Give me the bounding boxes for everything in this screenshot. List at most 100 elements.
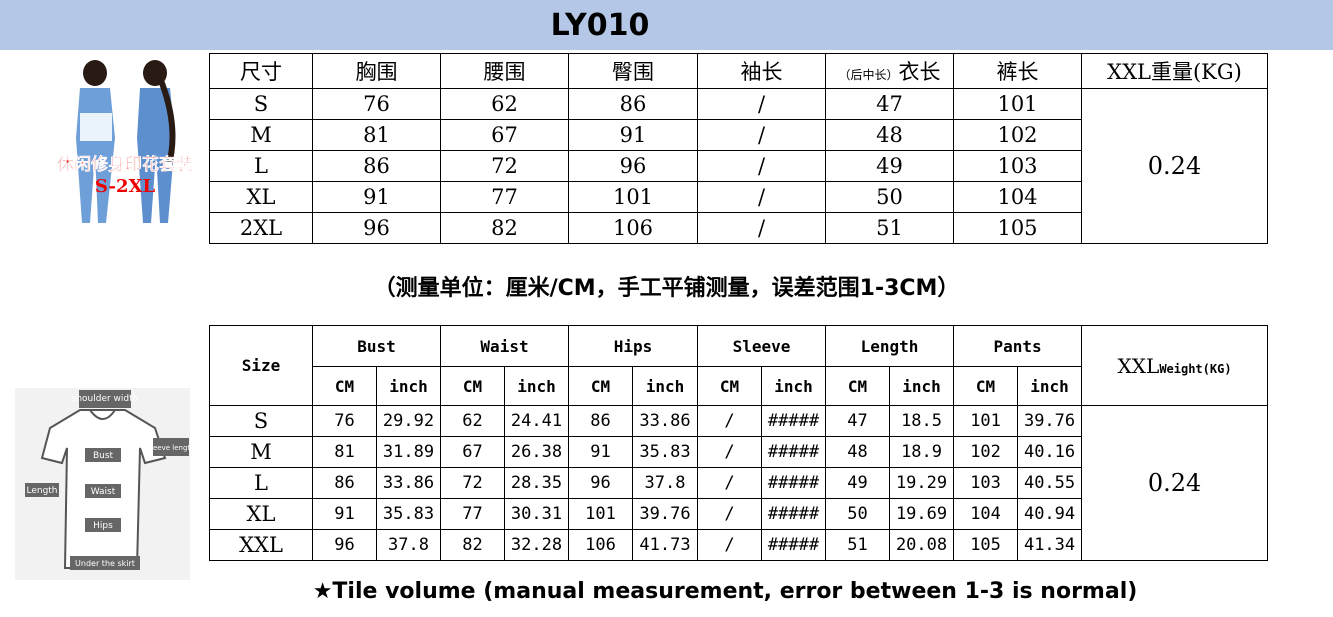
- cell: 51: [825, 529, 891, 561]
- cell: 41.73: [632, 529, 699, 561]
- cell: 91: [568, 436, 634, 468]
- cell: 77: [440, 498, 505, 530]
- subheader-cell: inch: [376, 366, 441, 406]
- subheader-cell: inch: [503, 366, 570, 406]
- diagram-label: Under the skirt: [75, 559, 135, 568]
- cell: 33.86: [632, 405, 699, 437]
- cell: 103: [953, 467, 1019, 499]
- cell: 49: [825, 467, 891, 499]
- size-cell: S: [209, 88, 313, 120]
- subheader-cell: CM: [440, 366, 505, 406]
- header-cell: Length: [825, 325, 955, 367]
- diagram-label: Hips: [93, 521, 113, 531]
- footer-note: ★Tile volume (manual measurement, error …: [312, 579, 1138, 604]
- cell: 24.41: [503, 405, 570, 437]
- data-row: M 81 31.89 67 26.38 91 35.83/##### 48 18.9 102 40.…: [209, 436, 1268, 468]
- cell: 40.55: [1017, 467, 1083, 499]
- cell: 76: [312, 405, 377, 437]
- cell: #####: [761, 498, 827, 530]
- cell: 29.92: [376, 405, 441, 437]
- weight-cell: 0.24: [1081, 405, 1269, 561]
- header-cell: Bust: [312, 325, 441, 367]
- cell: 47: [825, 88, 954, 120]
- cell: 19.69: [889, 498, 955, 530]
- header-cell: Sleeve: [697, 325, 827, 367]
- cell: 18.9: [889, 436, 955, 468]
- header-cell: Pants: [953, 325, 1083, 367]
- en-size-table: Size Bust Waist Hips Sleeve Length Pants XXLWei…: [209, 325, 1269, 561]
- cell: /: [697, 119, 826, 151]
- cell: #####: [761, 405, 827, 437]
- size-cell: XL: [209, 181, 313, 213]
- cell: /: [697, 405, 763, 437]
- data-row: S 76 29.92 62 24.41 86 33.86/##### 47 18.5 101 39.…: [209, 405, 1269, 561]
- size-cell: 2XL: [209, 212, 313, 244]
- cell: 102: [953, 119, 1082, 151]
- cell: /: [697, 529, 763, 561]
- cell: 96: [312, 529, 377, 561]
- cell: 67: [440, 119, 569, 151]
- header-cell: 袖长: [697, 53, 826, 89]
- data-row: L 86 33.86 72 28.35 96 37.8/##### 49 19.29 103 40.…: [209, 467, 1268, 499]
- header-row: 尺寸 胸围 腰围 臀围 袖长 （后中长）衣长 裤长 XXL重量(KG): [209, 53, 1268, 89]
- subheader-cell: CM: [312, 366, 377, 406]
- weight-header-main: XXL: [1117, 353, 1160, 378]
- cell: 76: [312, 88, 441, 120]
- header-cell: 裤长: [953, 53, 1082, 89]
- cell: 106: [568, 529, 634, 561]
- header-cell: 胸围: [312, 53, 441, 89]
- data-row: L 86 72 96/49 103: [209, 150, 1268, 182]
- cell: 105: [953, 529, 1019, 561]
- cell: 37.8: [376, 529, 441, 561]
- cell: 40.16: [1017, 436, 1083, 468]
- cell: 72: [440, 150, 569, 182]
- cell: 30.31: [503, 498, 570, 530]
- cell: 31.89: [376, 436, 441, 468]
- cell: 33.86: [376, 467, 441, 499]
- cell: 37.8: [632, 467, 699, 499]
- cell: 96: [312, 212, 441, 244]
- cell: /: [697, 88, 826, 120]
- header-text: 衣长: [898, 60, 941, 84]
- cell: 77: [440, 181, 569, 213]
- diagram-label: Waist: [91, 487, 116, 497]
- cell: 106: [568, 212, 698, 244]
- product-photo: [76, 60, 176, 223]
- data-row: XL 91 77 101/50 104: [209, 181, 1268, 213]
- cell: 91: [312, 181, 441, 213]
- cell: 28.35: [503, 467, 570, 499]
- size-cell: M: [209, 119, 313, 151]
- cell: 51: [825, 212, 954, 244]
- size-cell: XL: [209, 498, 313, 530]
- title: LY010: [550, 8, 650, 43]
- cell: #####: [761, 436, 827, 468]
- cell: 103: [953, 150, 1082, 182]
- header-row: Size Bust Waist Hips Sleeve Length Pants XXLWei…: [209, 325, 1269, 406]
- cell: 101: [568, 498, 634, 530]
- cell: 81: [312, 119, 441, 151]
- cell: 105: [953, 212, 1082, 244]
- cell: 62: [440, 88, 569, 120]
- subheader-cell: CM: [697, 366, 763, 406]
- weight-header: XXLWeight(KG): [1081, 325, 1269, 406]
- cell: /: [697, 150, 826, 182]
- header-cell: （后中长）衣长: [825, 53, 954, 89]
- cell: 40.94: [1017, 498, 1083, 530]
- cell: 104: [953, 498, 1019, 530]
- cell: 19.29: [889, 467, 955, 499]
- subheader-cell: inch: [761, 366, 827, 406]
- cell: 96: [568, 467, 634, 499]
- subheader-row: CM inch CM inch CM inch CM inch CM inch CM inch: [210, 366, 1268, 406]
- data-row: XL 91 35.83 77 30.31 101 39.76/##### 50 19.69 104…: [209, 498, 1268, 530]
- header-cell: 腰围: [440, 53, 569, 89]
- header-note: （后中长）: [838, 68, 899, 82]
- subheader-cell: CM: [825, 366, 891, 406]
- subheader-cell: CM: [568, 366, 634, 406]
- cell: /: [697, 212, 826, 244]
- cell: /: [697, 181, 826, 213]
- cell: 50: [825, 181, 954, 213]
- cell: 101: [953, 88, 1082, 120]
- cell: 39.76: [1017, 405, 1083, 437]
- cell: 67: [440, 436, 505, 468]
